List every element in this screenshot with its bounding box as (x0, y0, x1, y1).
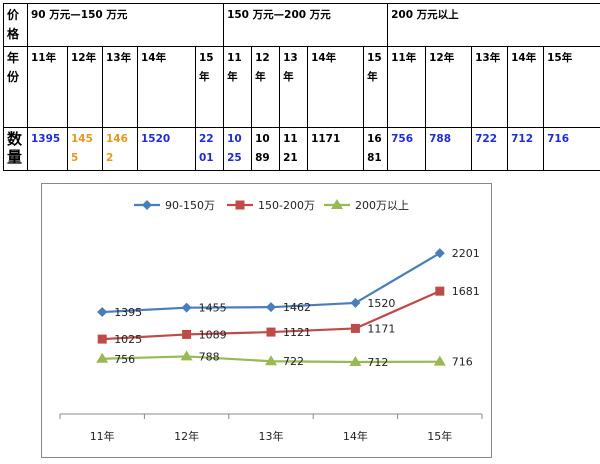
quantity-cell: 1681 (363, 127, 389, 171)
quantity-cell: 2201 (194, 127, 225, 171)
data-point (265, 355, 277, 366)
year-cell: 15年 (363, 46, 389, 128)
data-point (350, 297, 361, 308)
year-cell: 13年 (102, 46, 138, 128)
legend-marker (235, 200, 245, 210)
year-cell: 12年 (67, 46, 103, 128)
data-label: 1462 (283, 301, 311, 314)
legend-label: 90-150万 (165, 199, 215, 212)
quantity-cell: 788 (425, 127, 473, 171)
data-label: 1171 (367, 322, 395, 335)
data-point (181, 302, 192, 313)
data-point (266, 327, 276, 337)
data-label: 788 (199, 350, 220, 363)
x-tick-label: 12年 (174, 429, 199, 443)
year-cell: 13年 (279, 46, 309, 128)
line-chart: 11年 12年 13年 14年 15年 1395 1455 1462 1520 2201 1025 1… (59, 199, 483, 443)
quantity-cell: 1462 (102, 127, 138, 171)
year-cell: 15年 (543, 46, 600, 128)
x-tick-label: 13年 (259, 429, 284, 443)
data-label: 1089 (199, 328, 227, 341)
data-label: 1455 (199, 302, 227, 315)
quantity-cell: 1171 (307, 127, 365, 171)
data-label: 1395 (114, 306, 142, 319)
year-cell: 11年 (387, 46, 427, 128)
legend-label: 200万以上 (355, 199, 409, 212)
quantity-cell: 1455 (67, 127, 103, 171)
data-label: 1121 (283, 326, 311, 339)
data-label: 2201 (452, 247, 480, 260)
quantity-header: 数量 (3, 127, 28, 171)
group-header-1: 90 万元—150 万元 (26, 3, 225, 47)
data-label: 722 (283, 355, 304, 368)
data-label: 1025 (114, 333, 142, 346)
data-point (97, 334, 107, 344)
data-label: 756 (114, 353, 135, 366)
data-point (97, 307, 108, 318)
data-label: 1520 (367, 297, 395, 310)
data-point (96, 352, 109, 363)
quantity-cell: 712 (507, 127, 545, 171)
group-header-2: 150 万元—200 万元 (223, 3, 389, 47)
x-tick-label: 15年 (427, 429, 452, 443)
data-point (350, 323, 360, 333)
year-cell: 12年 (425, 46, 473, 128)
year-header: 年份 (3, 46, 28, 128)
year-cell: 11年 (223, 46, 253, 128)
year-cell: 12年 (251, 46, 281, 128)
data-point (433, 355, 446, 366)
data-label: 712 (367, 356, 388, 369)
data-point (434, 248, 445, 259)
quantity-cell: 716 (543, 127, 600, 171)
price-header: 价格 (3, 3, 28, 47)
data-point (182, 329, 192, 339)
quantity-cell: 1121 (279, 127, 309, 171)
quantity-cell: 1395 (27, 127, 68, 171)
x-tick-label: 14年 (343, 429, 368, 443)
data-point (349, 355, 362, 366)
data-point (180, 350, 193, 361)
data-point (435, 286, 445, 296)
group-header-3: 200 万元以上 (387, 3, 600, 47)
legend-marker (331, 199, 343, 209)
quantity-cell: 1089 (251, 127, 281, 171)
quantity-cell: 1520 (137, 127, 196, 171)
year-cell: 11年 (27, 46, 68, 128)
price-quantity-table: 价格 90 万元—150 万元 150 万元—200 万元 200 万元以上 年… (3, 3, 600, 171)
year-cell: 13年 (471, 46, 509, 128)
quantity-cell: 722 (471, 127, 509, 171)
data-label: 1681 (452, 285, 480, 298)
data-label: 716 (452, 356, 473, 369)
year-cell: 15年 (194, 46, 225, 128)
year-cell: 14年 (507, 46, 545, 128)
legend-marker (142, 200, 152, 210)
data-point (266, 302, 276, 313)
quantity-cell: 756 (387, 127, 427, 171)
year-cell: 14年 (307, 46, 365, 128)
x-tick-label: 11年 (90, 429, 115, 443)
year-cell: 14年 (137, 46, 196, 128)
legend-label: 150-200万 (258, 199, 315, 212)
quantity-cell: 1025 (223, 127, 253, 171)
chart-area: 11年 12年 13年 14年 15年 1395 1455 1462 1520 2201 1025 1… (41, 183, 492, 458)
